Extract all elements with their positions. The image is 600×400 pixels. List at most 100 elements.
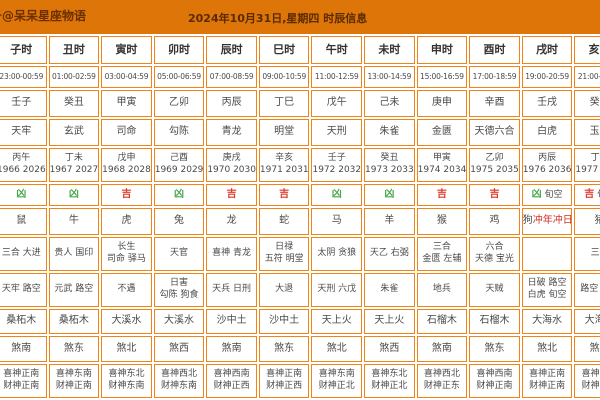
clash-years: 乙卯 1975 2035 bbox=[469, 148, 520, 182]
inauspicious-stars: 大退 bbox=[258, 273, 310, 307]
nayin-element: 大海水 bbox=[521, 309, 573, 334]
xunkong-label: 旬空 bbox=[541, 189, 563, 200]
auspicious-stars: 长生 司命 驿马 bbox=[101, 237, 152, 271]
duty-god: 司命 bbox=[101, 119, 152, 146]
time-range: 17:00-18:59 bbox=[469, 66, 520, 88]
clash-years-line: 1976 2036 bbox=[522, 165, 572, 175]
clash-years-line: 1970 2030 bbox=[207, 165, 256, 175]
clash-years-line: 1975 2035 bbox=[470, 165, 519, 175]
duty-god: 明堂 bbox=[258, 119, 310, 146]
sha-direction: 煞南 bbox=[206, 336, 257, 362]
hours-table: 子时丑时寅时卯时辰时巳时午时未时申时酉时戌时亥时 23:00-00:5901:00… bbox=[0, 34, 600, 400]
hour-ganzhi: 丁巳 bbox=[258, 90, 310, 117]
luck-verdict: 凶 bbox=[0, 184, 47, 206]
lucky-directions-line: 财神正南 bbox=[476, 381, 513, 391]
inauspicious-stars: 朱雀 bbox=[364, 273, 415, 307]
zodiac-animal: 猪 bbox=[574, 208, 600, 235]
zodiac-label: 鸡 bbox=[489, 215, 500, 227]
luck-verdict: 凶 bbox=[153, 184, 205, 206]
auspicious-stars-line: 天乙 右弼 bbox=[369, 248, 409, 259]
clash-years: 癸丑 1973 2033 bbox=[364, 148, 415, 182]
zodiac-animal: 鸡 bbox=[469, 208, 520, 235]
inauspicious-stars-line: 日害 bbox=[170, 278, 189, 289]
duty-god: 金匮 bbox=[416, 119, 468, 146]
hour-name: 卯时 bbox=[153, 36, 205, 64]
inauspicious-stars-line: 大退 bbox=[275, 284, 294, 295]
inauspicious-stars-line: 朱雀 bbox=[380, 284, 399, 295]
hour-name: 酉时 bbox=[469, 36, 520, 64]
lucky-directions-line: 财神正南 bbox=[3, 381, 40, 391]
clash-years-line: 1969 2029 bbox=[154, 165, 204, 175]
auspicious-stars-line: 三合 bbox=[590, 248, 600, 259]
clash-years-line: 1972 2032 bbox=[312, 165, 362, 175]
inauspicious-stars-line: 白虎 旬空 bbox=[527, 290, 567, 300]
inauspicious-stars: 地兵 bbox=[416, 273, 468, 307]
zodiac-label: 马 bbox=[331, 215, 342, 227]
inauspicious-stars-line: 天刑 六戊 bbox=[317, 284, 357, 295]
hours-table-wrap: 子时丑时寅时卯时辰时巳时午时未时申时酉时戌时亥时 23:00-00:5901:00… bbox=[0, 34, 600, 400]
inauspicious-stars-line: 天兵 日刑 bbox=[212, 284, 252, 295]
page-title: 2024年10月31日,星期四 时辰信息 bbox=[188, 12, 368, 25]
zodiac-label: 狗 bbox=[522, 215, 533, 227]
auspicious-stars-line: 金匮 左辅 bbox=[422, 254, 462, 264]
inauspicious-stars: 日破 路空 白虎 旬空 bbox=[521, 273, 573, 307]
lucky-directions-line: 喜神正南 bbox=[3, 369, 40, 380]
time-range: 19:00-20:59 bbox=[521, 66, 573, 88]
luck-verdict: 凶 bbox=[364, 184, 415, 206]
hour-ganzhi: 壬子 bbox=[0, 90, 47, 117]
clash-years-line: 甲寅 bbox=[432, 153, 451, 164]
zodiac-animal: 狗冲年冲日 bbox=[521, 208, 573, 235]
lucky-directions: 喜神东南财神正南 bbox=[48, 364, 100, 398]
time-range: 09:00-10:59 bbox=[258, 66, 310, 88]
auspicious-stars-line: 司命 驿马 bbox=[107, 254, 146, 264]
luck-label: 凶 bbox=[384, 188, 395, 200]
clash-day-note: 冲年冲日 bbox=[532, 215, 573, 227]
hour-ganzhi: 壬戌 bbox=[521, 90, 573, 117]
auspicious-stars: 三合 bbox=[574, 237, 600, 271]
hour-ganzhi: 丙辰 bbox=[206, 90, 257, 117]
sha-direction: 煞北 bbox=[101, 336, 152, 362]
inauspicious-stars-line: 不遇 bbox=[117, 284, 136, 295]
sha-direction: 煞东 bbox=[48, 336, 100, 362]
clash-years-line: 丙辰 bbox=[538, 153, 557, 164]
auspicious-stars-line: 三合 大进 bbox=[1, 248, 41, 259]
inauspicious-stars: 不遇 bbox=[101, 273, 152, 307]
lucky-directions-line: 财神东南 bbox=[161, 381, 198, 391]
clash-years-line: 1974 2034 bbox=[417, 165, 467, 175]
luck-verdict: 凶 bbox=[311, 184, 363, 206]
lucky-directions: 喜神东北 财神东南 bbox=[101, 364, 152, 398]
zodiac-label: 龙 bbox=[226, 215, 237, 227]
time-range: 03:00-04:59 bbox=[101, 66, 152, 88]
luck-verdict: 凶 旬空 bbox=[521, 184, 573, 206]
nayin-element: 石榴木 bbox=[416, 309, 468, 334]
time-range: 01:00-02:59 bbox=[48, 66, 100, 88]
time-range: 05:00-06:59 bbox=[153, 66, 205, 88]
hour-ganzhi: 癸亥 bbox=[574, 90, 600, 117]
clash-years-line: 辛亥 bbox=[275, 153, 294, 164]
luck-label: 凶 bbox=[331, 188, 342, 200]
zodiac-animal: 猴 bbox=[416, 208, 468, 235]
auspicious-stars: 喜神 青龙 bbox=[206, 237, 257, 271]
clash-years: 丙午 1966 2026 bbox=[0, 148, 47, 182]
zodiac-animal: 马 bbox=[311, 208, 363, 235]
xunkong-label: 旬空 bbox=[594, 190, 600, 200]
inauspicious-stars: 天刑 六戊 bbox=[311, 273, 363, 307]
auspicious-stars-line: 太阴 贪狼 bbox=[317, 248, 357, 259]
luck-verdict: 吉 bbox=[469, 184, 520, 206]
duty-god: 玉堂 bbox=[574, 119, 600, 146]
inauspicious-stars: 天贼 bbox=[469, 273, 520, 307]
auspicious-stars-line: 日禄 bbox=[275, 242, 294, 253]
clash-years: 戊申 1968 2028 bbox=[101, 148, 152, 182]
sha-direction: 煞西 bbox=[153, 336, 205, 362]
hour-ganzhi: 辛酉 bbox=[469, 90, 520, 117]
clash-years-line: 乙卯 bbox=[485, 153, 504, 164]
lucky-directions: 喜神正南 财神正南 bbox=[521, 364, 573, 398]
nayin-element: 沙中土 bbox=[206, 309, 257, 334]
lucky-directions-line: 财神正南 bbox=[529, 381, 566, 391]
clash-years: 壬子 1972 2032 bbox=[311, 148, 363, 182]
luck-verdict: 吉 bbox=[206, 184, 257, 206]
zodiac-label: 虎 bbox=[121, 215, 132, 227]
luck-label: 凶 bbox=[174, 188, 185, 200]
clash-years: 庚戌 1970 2030 bbox=[206, 148, 257, 182]
